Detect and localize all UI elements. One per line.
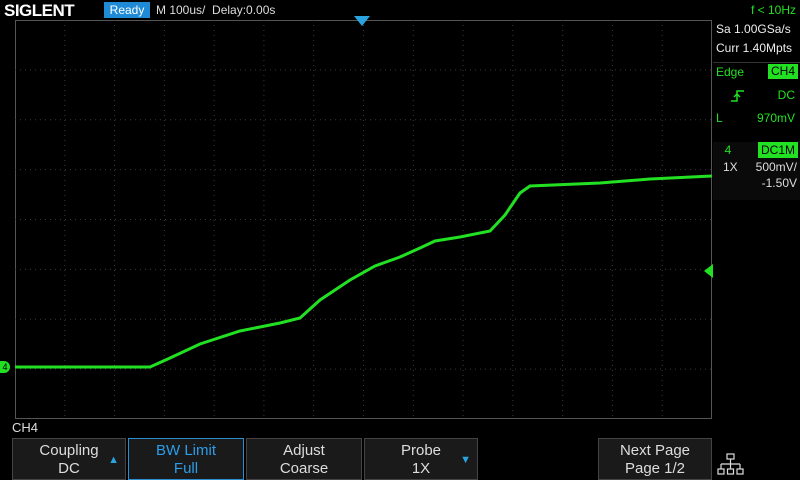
next-page-softkey[interactable]: Next Page Page 1/2 <box>598 438 712 480</box>
trigger-panel[interactable]: Edge CH4 DC L 970mV <box>713 63 800 133</box>
trigger-type: Edge <box>716 65 745 79</box>
channel-4-trace <box>15 174 713 369</box>
channel-scale: 500mV/ <box>755 160 797 174</box>
sample-rate: Sa 1.00GSa/s <box>716 22 791 36</box>
probe-softkey[interactable]: Probe 1X ▼ <box>364 438 478 480</box>
delay-value: Delay:0.00s <box>212 3 276 17</box>
trigger-level-label: L <box>716 111 723 125</box>
channel-offset: -1.50V <box>761 176 797 190</box>
softkey-label: BW Limit <box>156 442 216 459</box>
softkey-value: Coarse <box>279 460 329 477</box>
acquisition-panel: Sa 1.00GSa/s Curr 1.40Mpts <box>713 20 800 63</box>
softkey-label: Adjust <box>283 442 325 459</box>
status-bar: SIGLENT Ready M 100us/ Delay:0.00s f < 1… <box>0 0 800 20</box>
timebase-value: M 100us/ <box>156 3 206 17</box>
adjust-softkey[interactable]: Adjust Coarse <box>246 438 362 480</box>
trigger-level-value: 970mV <box>756 111 795 125</box>
softkey-label: Probe <box>400 442 442 459</box>
rising-edge-icon <box>731 90 744 102</box>
timebase-readout[interactable]: M 100us/ Delay:0.00s <box>156 2 275 18</box>
arrow-up-icon: ▲ <box>108 454 119 466</box>
softkey-value: Page 1/2 <box>624 460 686 477</box>
softkey-label: Coupling <box>39 442 99 459</box>
trigger-position-marker[interactable] <box>354 16 370 26</box>
brand-logo: SIGLENT <box>4 1 75 20</box>
channel-number: 4 <box>724 143 732 157</box>
trigger-source-badge: CH4 <box>767 64 798 79</box>
frequency-counter: f < 10Hz <box>750 3 796 17</box>
memory-depth: Curr 1.40Mpts <box>716 41 793 55</box>
menu-title: CH4 <box>12 420 39 435</box>
channel-probe: 1X <box>723 160 738 174</box>
channel-coupling-badge: DC1M <box>757 142 798 158</box>
trigger-coupling: DC <box>777 88 795 102</box>
softkey-value: 1X <box>411 460 431 477</box>
arrow-down-icon: ▼ <box>460 454 471 466</box>
channel-4-offset-marker[interactable]: 4 <box>0 361 10 373</box>
acquisition-status-badge: Ready <box>104 2 150 18</box>
softkey-value: Full <box>173 460 199 477</box>
bw-limit-softkey[interactable]: BW Limit Full <box>128 438 244 480</box>
softkey-label: Next Page <box>619 442 691 459</box>
trigger-level-marker[interactable] <box>704 264 713 278</box>
softkey-value: DC <box>58 460 80 477</box>
coupling-softkey[interactable]: Coupling DC ▲ <box>12 438 126 480</box>
channel-4-panel[interactable]: 4 DC1M 1X 500mV/ -1.50V <box>713 142 800 200</box>
network-icon <box>717 453 744 475</box>
